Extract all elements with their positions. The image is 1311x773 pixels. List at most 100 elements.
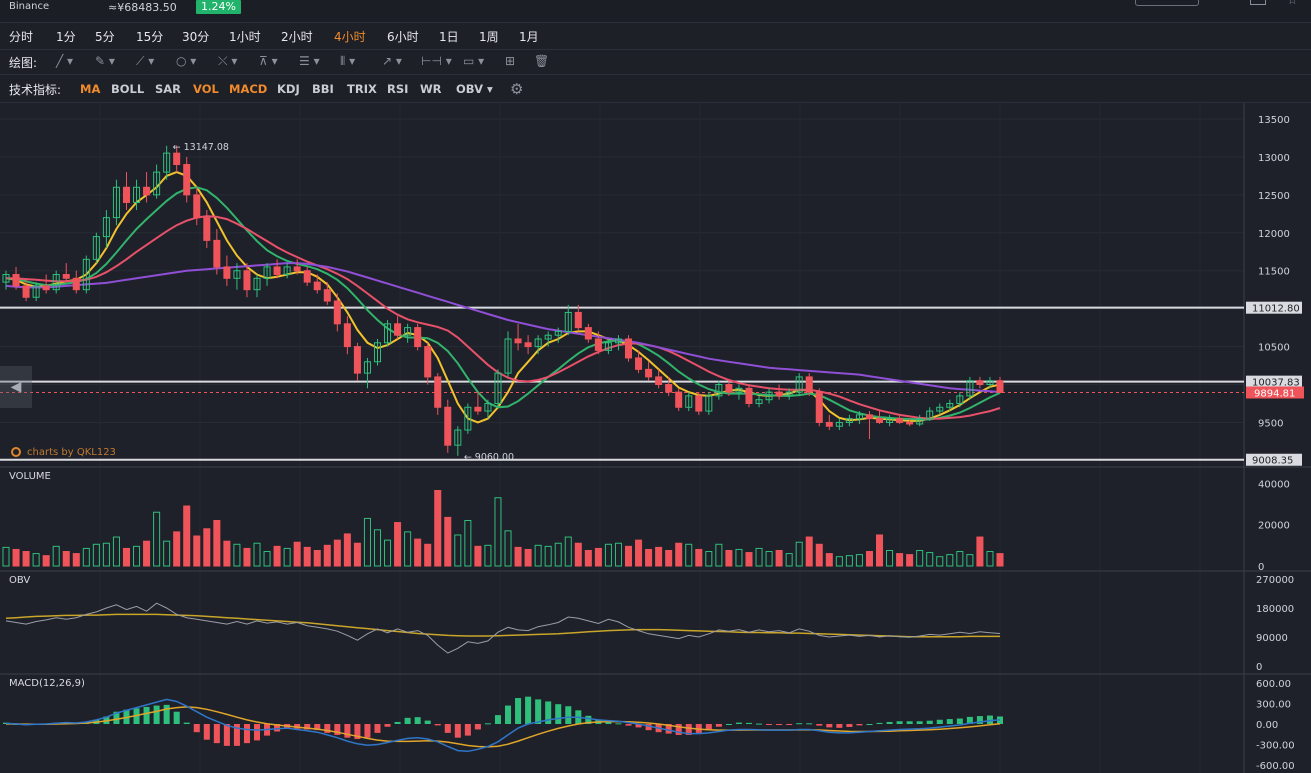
volume-bar (795, 541, 803, 567)
top-right-button[interactable] (1135, 0, 1199, 6)
trash-icon[interactable]: 🗑 (534, 54, 550, 68)
indicator-rsi[interactable]: RSI (387, 82, 409, 96)
volume-bar (685, 543, 693, 567)
timeframe-1[interactable]: 1分 (56, 30, 76, 44)
star-icon[interactable]: ☆ (1287, 0, 1298, 7)
candle-body (845, 418, 853, 423)
candle-body (484, 402, 492, 412)
indicator-kdj[interactable]: KDJ (277, 82, 300, 96)
macd-histogram-bar (685, 724, 692, 735)
candle-body (534, 338, 542, 348)
line-tool-icon[interactable]: ╱ ▾ (56, 54, 74, 68)
timeframe-11[interactable]: 1月 (519, 30, 539, 44)
stats-tool-icon[interactable]: ⊞ (505, 54, 516, 68)
candle-body (273, 266, 281, 276)
macd-axis-label: -600.00 (1256, 761, 1295, 772)
candle-body (363, 361, 371, 374)
gann-tool-icon[interactable]: ⦀ ▾ (340, 54, 356, 68)
volume-bar (926, 552, 934, 567)
indicator-macd[interactable]: MACD (229, 82, 268, 96)
indicator-vol[interactable]: VOL (193, 82, 219, 96)
macd-histogram-bar (394, 721, 401, 724)
candle-body (434, 376, 442, 408)
candle-body (725, 384, 733, 393)
volume-bar (725, 549, 733, 567)
timeframe-7[interactable]: 4小时 (334, 30, 366, 44)
timeframe-0[interactable]: 分时 (9, 30, 34, 44)
indicator-boll[interactable]: BOLL (111, 82, 145, 96)
note-tool-icon[interactable]: ▭ ▾ (463, 54, 485, 68)
macd-histogram-bar (243, 724, 250, 744)
volume-bar (655, 546, 663, 567)
level-label-box (1246, 375, 1302, 388)
channel-tool-icon[interactable]: ☰ ▾ (299, 54, 320, 68)
volume-bar (524, 548, 532, 567)
chart-area[interactable]: 1350013000125001200011500110001050010000… (0, 103, 1311, 773)
volume-bar (213, 520, 221, 567)
drawing-label: 绘图: (9, 56, 38, 70)
macd-histogram-bar (976, 716, 983, 724)
candle-body (183, 164, 191, 196)
current-price-label: 9894.81 (1254, 388, 1295, 399)
macd-histogram-bar (926, 720, 933, 724)
volume-bar (22, 551, 30, 567)
indicator-ma[interactable]: MA (80, 82, 101, 96)
indicator-wr[interactable]: WR (420, 82, 442, 96)
timeframe-2[interactable]: 5分 (95, 30, 115, 44)
indicator-bbi[interactable]: BBI (312, 82, 334, 96)
indicator-trix[interactable]: TRIX (347, 82, 377, 96)
volume-bar (504, 530, 512, 567)
obv-title: OBV (9, 575, 31, 586)
macd-histogram-bar (725, 724, 732, 725)
pitchfork-tool-icon[interactable]: ⊼ ▾ (259, 54, 278, 68)
timeframe-5[interactable]: 1小时 (229, 30, 261, 44)
macd-histogram-bar (565, 706, 572, 724)
candle-body (504, 338, 512, 374)
arrow-tool-icon[interactable]: ↗ ▾ (382, 54, 402, 68)
volume-bar (665, 549, 673, 567)
macd-histogram-bar (766, 724, 773, 725)
volume-bar (253, 542, 261, 567)
qkl-logo-icon (11, 447, 21, 457)
timeframe-10[interactable]: 1周 (479, 30, 499, 44)
macd-histogram-bar (966, 716, 973, 724)
window-icon[interactable] (1250, 0, 1266, 5)
macd-dif-line (5, 698, 1001, 753)
macd-histogram-bar (916, 721, 923, 724)
macd-histogram-bar (253, 724, 261, 741)
volume-bar (2, 546, 10, 567)
timeframe-8[interactable]: 6小时 (387, 30, 419, 44)
macd-histogram-bar (223, 724, 230, 746)
candle-body (193, 194, 201, 219)
volume-bar (645, 548, 653, 567)
scroll-left-button[interactable]: ◀ (0, 366, 32, 408)
macd-histogram-bar (826, 724, 833, 728)
volume-bar (273, 545, 281, 567)
macd-histogram-bar (364, 724, 371, 738)
volume-bar (855, 554, 863, 567)
volume-title: VOLUME (9, 471, 51, 482)
timeframe-6[interactable]: 2小时 (281, 30, 313, 44)
candle-body (896, 418, 904, 423)
gear-icon[interactable]: ⚙ (510, 80, 524, 98)
candle-body (735, 387, 743, 393)
macd-histogram-bar (213, 724, 220, 744)
fib-tool-icon[interactable]: ⤬ ▾ (218, 54, 238, 68)
timeframe-3[interactable]: 15分 (136, 30, 164, 44)
timeframe-9[interactable]: 1日 (439, 30, 459, 44)
indicator-sar[interactable]: SAR (155, 82, 182, 96)
brush-tool-icon[interactable]: ✎ ▾ (95, 54, 115, 68)
timeframe-4[interactable]: 30分 (182, 30, 210, 44)
macd-histogram-bar (384, 724, 391, 727)
shape-tool-icon[interactable]: ○ ▾ (176, 54, 197, 68)
volume-bar (163, 540, 171, 567)
polyline-tool-icon[interactable]: ⟋ ▾ (136, 54, 155, 68)
candle-body (665, 384, 673, 393)
macd-histogram-bar (153, 705, 160, 724)
volume-bar (635, 539, 643, 567)
candle-body (785, 391, 793, 397)
measure-tool-icon[interactable]: ⊢⊣ ▾ (421, 54, 452, 68)
indicator-obv[interactable]: OBV ▾ (456, 82, 493, 96)
candle-body (855, 414, 863, 420)
volume-bar (424, 543, 432, 567)
